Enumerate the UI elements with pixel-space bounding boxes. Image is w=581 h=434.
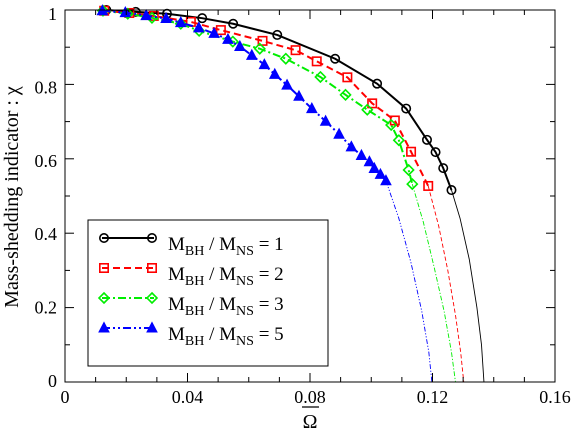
y-tick-label: 0.8: [35, 77, 58, 97]
data-point-circle-marker: [147, 233, 158, 244]
data-point-triangle-marker: [234, 39, 246, 51]
y-tick-label: 1: [48, 4, 57, 24]
series-extrapolation-line: [411, 183, 456, 383]
y-tick-label: 0.2: [35, 298, 58, 318]
data-point-triangle-marker: [146, 321, 158, 333]
legend-entry-label: MBH / MNS = 2: [168, 264, 284, 289]
y-tick-labels: 0 0.2 0.4 0.6 0.8 1: [35, 4, 58, 391]
series-extrapolation-line: [451, 189, 485, 383]
data-point-diamond-marker: [406, 177, 419, 191]
data-point-triangle-marker: [319, 114, 332, 126]
data-point-diamond-marker: [174, 17, 187, 30]
x-tick-label: 0.12: [417, 387, 449, 407]
data-point-square-marker: [147, 262, 158, 273]
data-point-square-marker: [257, 35, 268, 46]
data-point-triangle-marker: [306, 102, 318, 114]
data-point-diamond-marker: [97, 291, 111, 305]
x-tick-labels: 0 0.04 0.08 0.12 0.16: [61, 387, 571, 407]
series-3: [96, 4, 456, 383]
data-point-diamond-marker: [361, 103, 374, 116]
data-point-triangle-marker: [208, 26, 220, 38]
data-point-square-marker: [215, 25, 226, 36]
data-point-triangle-marker: [160, 11, 172, 24]
data-point-circle-marker: [438, 163, 449, 174]
series-extrapolation-line: [385, 180, 433, 383]
data-point-circle-marker: [401, 103, 412, 114]
series-line: [104, 9, 430, 187]
legend: MBH / MNS = 1 MBH / MNS = 2 MBH / MNS = …: [87, 219, 329, 367]
data-point-circle-marker: [272, 29, 283, 40]
legend-box: [87, 219, 329, 367]
x-tick-label: 0.04: [172, 387, 204, 407]
data-point-triangle-marker: [281, 78, 293, 90]
legend-samples: [97, 233, 159, 333]
data-point-triangle-marker: [333, 127, 345, 139]
data-point-triangle-marker: [355, 148, 368, 160]
data-point-triangle-marker: [345, 140, 358, 152]
data-point-diamond-marker: [392, 134, 405, 147]
data-point-diamond-marker: [339, 88, 352, 101]
axis-ticks: [64, 9, 556, 383]
data-point-triangle-marker: [374, 167, 387, 179]
data-point-circle-marker: [421, 134, 432, 145]
data-point-diamond-marker: [279, 52, 292, 65]
data-point-circle-marker: [99, 233, 110, 244]
data-point-square-marker: [99, 262, 110, 273]
x-axis-title: Ω: [303, 411, 318, 433]
series-line: [102, 9, 414, 185]
data-point-triangle-marker: [98, 321, 110, 333]
data-point-triangle-marker: [380, 174, 392, 186]
y-tick-label: 0: [48, 371, 57, 391]
data-point-triangle-marker: [119, 6, 132, 18]
series-line: [102, 9, 387, 182]
data-point-triangle-marker: [258, 58, 271, 70]
x-tick-label: 0.08: [294, 387, 326, 407]
data-point-circle-marker: [228, 18, 239, 29]
data-point-triangle-marker: [268, 67, 281, 79]
data-point-diamond-marker: [253, 42, 266, 55]
data-point-diamond-marker: [314, 70, 327, 84]
legend-entry-label: MBH / MNS = 1: [168, 234, 284, 259]
series-extrapolation-line: [427, 185, 465, 383]
data-point-square-marker: [342, 72, 353, 83]
data-point-square-marker: [406, 146, 417, 157]
data-point-triangle-marker: [222, 32, 234, 44]
data-point-square-marker: [290, 45, 301, 56]
legend-entry-label: MBH / MNS = 3: [168, 294, 284, 319]
series-4: [96, 4, 433, 383]
data-point-circle-marker: [372, 78, 383, 89]
data-point-diamond-marker: [145, 291, 159, 305]
data-point-circle-marker: [446, 185, 457, 196]
y-tick-label: 0.4: [35, 224, 58, 244]
data-point-triangle-marker: [293, 89, 305, 101]
x-tick-label: 0: [61, 387, 70, 407]
data-point-square-marker: [367, 98, 378, 109]
data-point-circle-marker: [197, 13, 208, 24]
data-point-triangle-marker: [174, 16, 187, 28]
y-axis-title: Mass-shedding indicator : χ: [1, 86, 23, 308]
data-point-circle-marker: [430, 147, 441, 158]
plot-area: [96, 4, 485, 383]
y-tick-label: 0.6: [35, 151, 58, 171]
data-point-triangle-marker: [368, 161, 381, 173]
x-tick-label: 0.16: [539, 387, 571, 407]
data-point-square-marker: [423, 180, 434, 191]
data-point-triangle-marker: [140, 9, 152, 21]
data-point-square-marker: [311, 56, 322, 67]
data-point-diamond-marker: [96, 4, 110, 17]
legend-entry-label: MBH / MNS = 5: [168, 324, 284, 349]
series-1: [101, 5, 485, 383]
series-line: [106, 9, 453, 191]
data-point-diamond-marker: [402, 163, 415, 177]
data-point-triangle-marker: [363, 155, 376, 167]
data-point-triangle-marker: [193, 21, 205, 33]
data-point-circle-marker: [330, 53, 341, 64]
data-point-diamond-marker: [385, 118, 398, 132]
data-point-triangle-marker: [245, 48, 258, 60]
